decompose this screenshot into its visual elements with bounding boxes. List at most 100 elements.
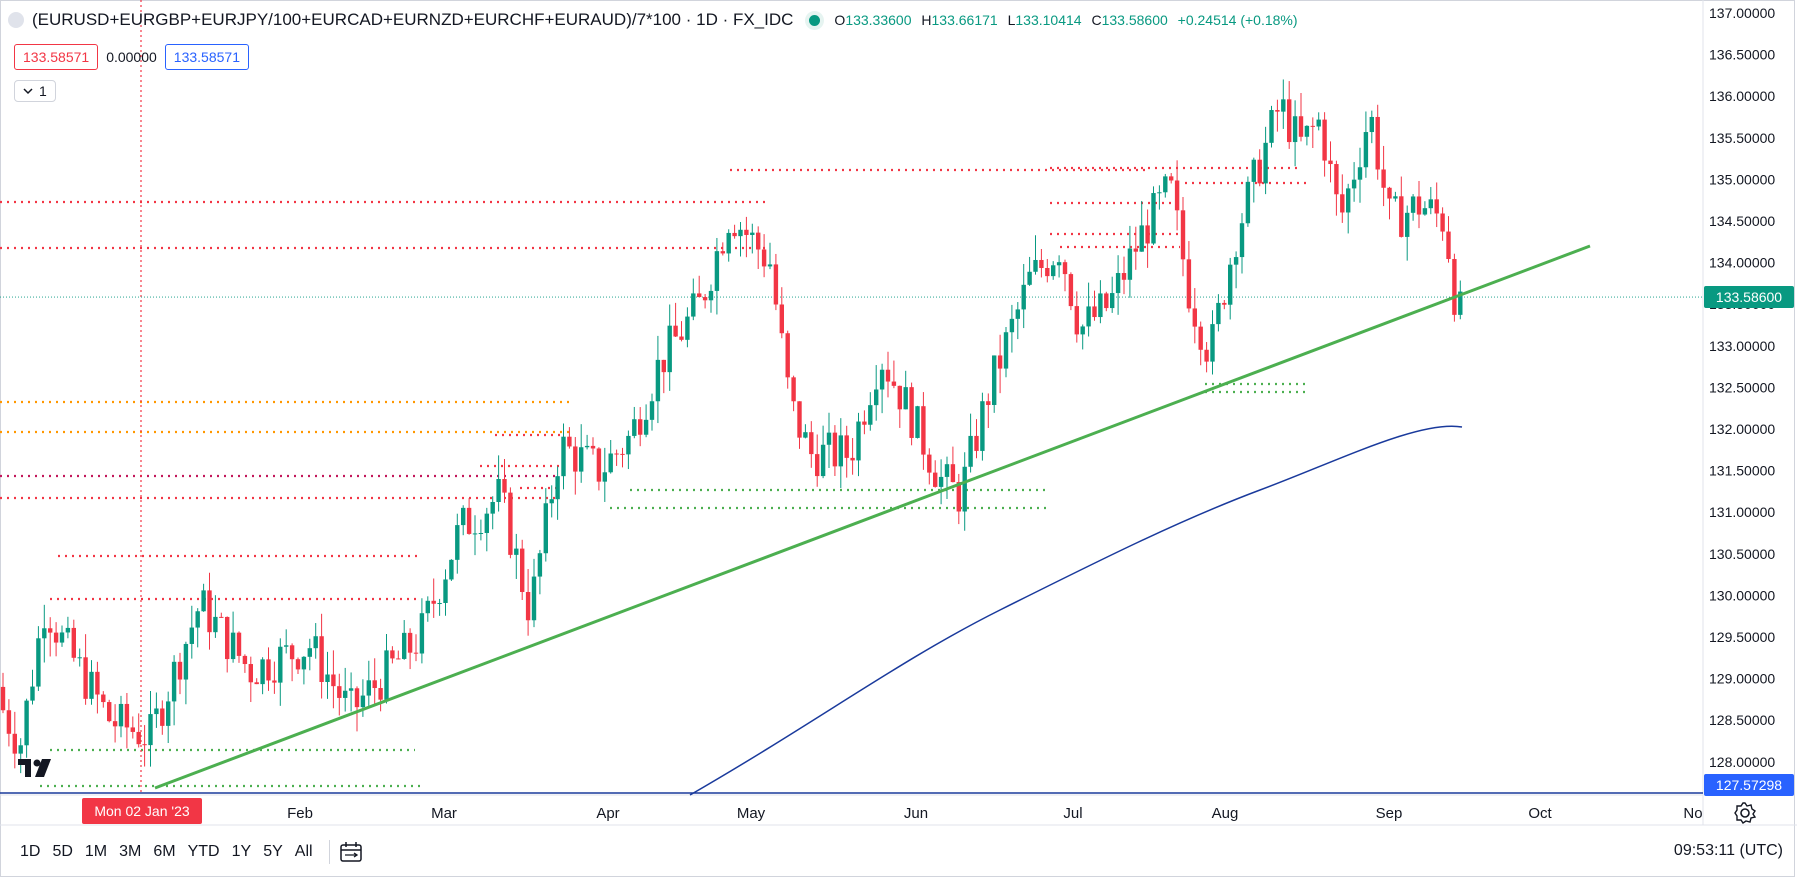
timeframe-6m[interactable]: 6M	[153, 843, 176, 860]
candle-body	[1416, 196, 1422, 215]
calendar-range-icon[interactable]	[339, 842, 362, 862]
price-tick-label: 129.50000	[1709, 629, 1775, 645]
candle-body	[360, 695, 366, 708]
timeframe-ytd[interactable]: YTD	[187, 843, 220, 860]
candle-body	[726, 232, 731, 254]
candle-body	[136, 731, 141, 745]
candle-body	[348, 688, 354, 691]
timeframe-3m[interactable]: 3M	[119, 843, 142, 860]
candle-body	[938, 476, 944, 487]
tradingview-logo-icon[interactable]	[18, 757, 58, 779]
candle-body	[1458, 291, 1463, 315]
candle-body	[266, 659, 271, 681]
month-label: Aug	[1212, 805, 1239, 822]
candle-body	[874, 389, 879, 406]
indicators-collapse-button[interactable]: 1	[14, 80, 56, 102]
timeframe-1y[interactable]: 1Y	[231, 843, 252, 860]
crosshair-date-tag: Mon 02 Jan '23	[94, 803, 190, 819]
candle-body	[1393, 196, 1398, 199]
candle-body	[1157, 192, 1162, 194]
candle-body	[838, 435, 843, 467]
candle-body	[549, 499, 554, 504]
candle-body	[573, 446, 578, 472]
candle-body	[779, 304, 784, 334]
price-tick-label: 131.00000	[1709, 504, 1775, 520]
candle-body	[844, 435, 849, 458]
symbol-icon[interactable]	[8, 12, 24, 28]
candle-body	[1104, 293, 1109, 309]
candle-body	[667, 325, 672, 373]
low-value: 133.10414	[1015, 12, 1082, 28]
candle-body	[1346, 188, 1351, 213]
candle-body	[868, 405, 873, 425]
candle-body	[655, 359, 661, 402]
candle-body	[1133, 248, 1138, 252]
candle-body	[579, 447, 584, 472]
candle-body	[230, 632, 236, 660]
low-label: L	[1007, 12, 1016, 28]
candle-body	[1198, 326, 1203, 350]
candle-body	[649, 401, 655, 420]
candle-body	[1015, 309, 1020, 319]
candle-body	[608, 453, 613, 473]
candle-body	[602, 472, 607, 482]
candle-body	[897, 385, 902, 410]
price-tick-label: 136.00000	[1709, 88, 1775, 104]
timeframe-1d[interactable]: 1D	[20, 843, 41, 860]
candle-body	[797, 401, 802, 438]
candle-body	[53, 632, 59, 643]
candle-body	[691, 293, 696, 317]
candle-body	[1322, 119, 1327, 161]
candle-body	[42, 628, 47, 639]
candle-body	[1275, 110, 1280, 112]
timeframe-1m[interactable]: 1M	[84, 843, 108, 860]
candle-body	[372, 680, 377, 689]
timeframe-5d[interactable]: 5D	[52, 843, 73, 860]
candle-body	[1287, 99, 1292, 143]
candle-body	[885, 369, 891, 382]
candle-body	[1422, 208, 1428, 215]
candle-body	[590, 445, 596, 449]
candle-body	[1298, 116, 1304, 137]
indicator-count: 1	[39, 83, 47, 99]
candle-body	[1263, 142, 1268, 184]
candle-body	[915, 406, 920, 438]
candle-body	[413, 652, 419, 654]
time-ticks: Feb Mar Apr May Jun Jul Aug Sep Oct No	[287, 805, 1703, 822]
candle-body	[1233, 257, 1239, 265]
utc-clock[interactable]: 09:53:11 (UTC)	[1673, 842, 1783, 859]
candle-body	[815, 454, 820, 477]
timeframe-all[interactable]: All	[294, 843, 313, 860]
candle-body	[490, 501, 495, 514]
candle-body	[6, 710, 12, 734]
candle-body	[1003, 332, 1009, 369]
candle-body	[927, 454, 932, 473]
candle-body	[295, 659, 301, 670]
price-tick-label: 130.00000	[1709, 587, 1775, 603]
candle-body	[301, 656, 307, 670]
candle-body	[18, 745, 23, 754]
month-label: Oct	[1528, 805, 1552, 822]
candle-body	[343, 690, 348, 698]
candle-body	[1357, 167, 1363, 180]
candle-body	[12, 733, 17, 754]
open-value: 133.33600	[845, 12, 912, 28]
candle-body	[307, 648, 312, 657]
candle-body	[1074, 306, 1079, 335]
candle-body	[1239, 223, 1245, 258]
candle-body	[219, 616, 224, 618]
candle-body	[514, 548, 519, 555]
candle-body	[531, 576, 537, 621]
timeframe-5y[interactable]: 5Y	[263, 843, 283, 860]
candle-body	[1027, 271, 1032, 285]
candle-body	[850, 457, 855, 461]
candle-body	[761, 249, 767, 267]
candle-body	[118, 703, 124, 727]
price-tick-label: 135.00000	[1709, 171, 1775, 187]
candle-body	[384, 650, 389, 700]
price-tick-label: 137.00000	[1709, 5, 1775, 21]
symbol-title[interactable]: (EURUSD+EURGBP+EURJPY/100+EURCAD+EURNZD+…	[32, 10, 794, 29]
candle-body	[697, 293, 702, 298]
settings-gear-icon[interactable]	[1733, 801, 1757, 825]
